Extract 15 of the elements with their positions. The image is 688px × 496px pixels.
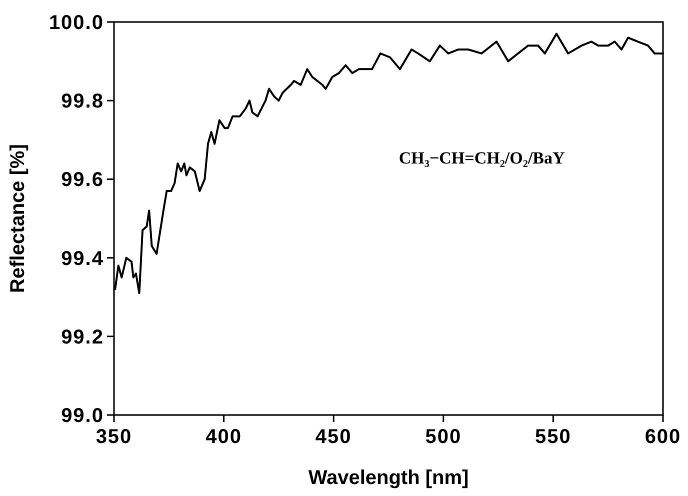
annotation: CH₃−CH=CH₂/O₂/BaY	[398, 148, 565, 168]
y-tick-label: 99.0	[61, 405, 104, 427]
y-tick-label: 99.2	[61, 326, 104, 348]
x-tick-label: 450	[315, 426, 352, 448]
x-tick-label: 500	[425, 426, 462, 448]
x-axis-title: Wavelength [nm]	[308, 467, 469, 489]
y-tick-label: 100.0	[48, 12, 104, 34]
y-axis-title: Reflectance [%]	[7, 144, 29, 293]
x-tick-label: 550	[535, 426, 572, 448]
y-tick-label: 99.6	[61, 169, 104, 192]
x-tick-label: 600	[644, 426, 682, 448]
y-tick-label: 99.8	[61, 90, 104, 113]
y-tick-label: 99.4	[61, 248, 104, 270]
x-tick-label: 400	[206, 426, 242, 448]
x-tick-label: 350	[96, 426, 132, 448]
